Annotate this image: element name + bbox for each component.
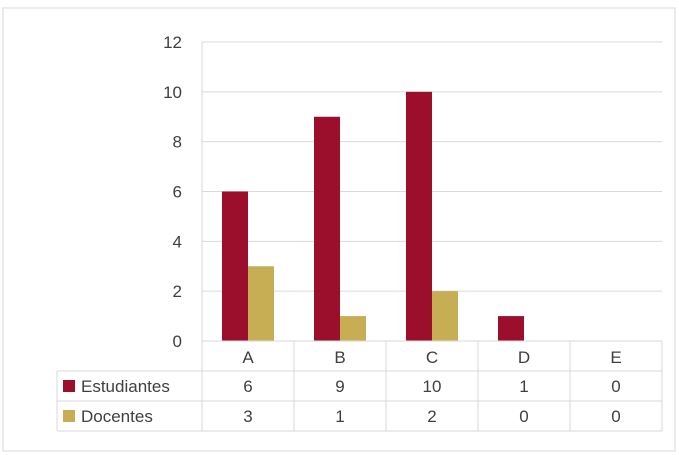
table-cell: 2 <box>427 407 436 426</box>
bar-docentes-c <box>432 291 458 341</box>
y-tick-label: 12 <box>163 33 182 52</box>
bar-estudiantes-d <box>498 316 524 341</box>
x-tick-label: B <box>334 348 345 367</box>
bar-estudiantes-c <box>406 91 432 341</box>
x-tick-label: E <box>610 348 621 367</box>
y-tick-label: 2 <box>173 282 182 301</box>
y-tick-label: 6 <box>173 183 182 202</box>
table-cell: 0 <box>519 407 528 426</box>
y-axis-ticks: 0 2 4 6 8 10 12 <box>163 33 182 351</box>
chart-border <box>2 7 676 452</box>
legend-swatch-estudiantes <box>63 380 75 392</box>
y-tick-label: 0 <box>173 332 182 351</box>
legend-label-estudiantes: Estudiantes <box>81 377 170 396</box>
bar-estudiantes-b <box>314 116 340 341</box>
legend-label-docentes: Docentes <box>81 407 153 426</box>
y-tick-label: 8 <box>173 133 182 152</box>
table-cell: 3 <box>243 407 252 426</box>
y-tick-label: 10 <box>163 83 182 102</box>
legend-swatch-docentes <box>63 410 75 422</box>
bar-docentes-a <box>248 266 274 341</box>
x-tick-label: C <box>426 348 438 367</box>
y-tick-label: 4 <box>173 232 182 251</box>
table-cell: 6 <box>243 377 252 396</box>
table-cell: 1 <box>519 377 528 396</box>
bars <box>222 91 524 341</box>
table-cell: 1 <box>335 407 344 426</box>
x-tick-label: A <box>242 348 254 367</box>
bar-estudiantes-a <box>222 191 248 341</box>
table-cell: 9 <box>335 377 344 396</box>
bar-docentes-b <box>340 316 366 341</box>
table-cell: 10 <box>423 377 442 396</box>
table-cell: 0 <box>611 377 620 396</box>
x-tick-label: D <box>518 348 530 367</box>
table-cell: 0 <box>611 407 620 426</box>
